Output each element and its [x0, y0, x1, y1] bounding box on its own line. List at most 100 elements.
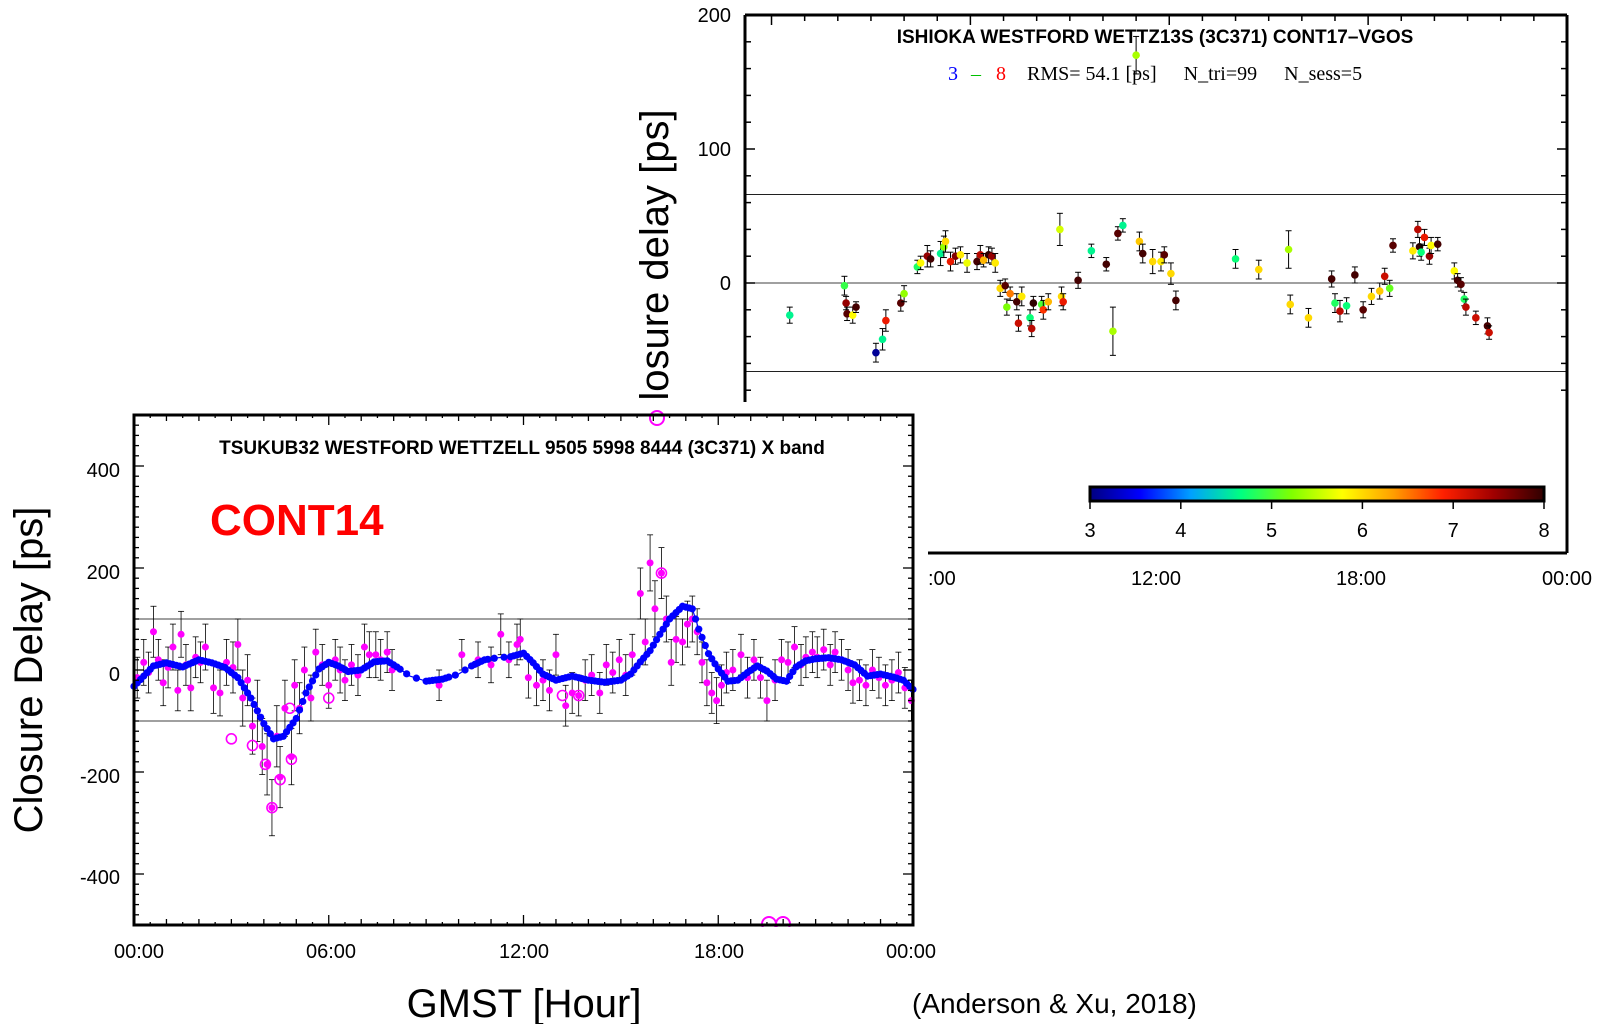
vgos-point	[1284, 245, 1293, 254]
vgos-point	[1074, 276, 1082, 285]
c14-point	[737, 651, 745, 659]
vgos-ytick-0: 0	[720, 273, 731, 295]
c14-outlier	[655, 567, 668, 579]
vgos-point	[946, 257, 955, 266]
c14-model-dot	[484, 655, 492, 663]
vgos-point	[1029, 299, 1038, 307]
vgos-legend-dash: –	[970, 63, 982, 85]
c14-point	[729, 666, 737, 674]
c14-model-dot	[698, 633, 706, 641]
vgos-point	[956, 251, 965, 259]
c14-xtick-3: 18:00	[694, 941, 744, 963]
c14-point	[784, 658, 792, 666]
vgos-point	[1119, 221, 1127, 230]
cont14-series-label: CONT14	[210, 496, 384, 545]
c14-point	[248, 722, 256, 730]
vgos-point	[1414, 225, 1422, 234]
c14-point	[698, 658, 706, 666]
c14-point	[487, 661, 495, 669]
vgos-point	[1003, 303, 1011, 311]
vgos-point	[979, 256, 988, 265]
vgos-nsess: N_sess=5	[1284, 63, 1362, 85]
c14-outlier	[225, 733, 238, 745]
c14-point	[258, 743, 266, 750]
vgos-point	[852, 303, 860, 311]
vgos-title: ISHIOKA WESTFORD WETTZ13S (3C371) CONT17…	[897, 27, 1414, 48]
c14-model-dot	[656, 630, 664, 638]
c14-model-dot	[652, 636, 661, 644]
c14-ytick-400: 400	[87, 460, 120, 482]
c14-ytick-0: 0	[109, 664, 120, 686]
vgos-point	[878, 335, 887, 344]
c14-point	[300, 666, 308, 674]
bottom-cover	[760, 927, 800, 937]
c14-point	[657, 569, 665, 577]
c14-point	[849, 679, 857, 687]
c14-model-dot	[711, 660, 719, 668]
c14-point	[497, 630, 505, 638]
c14-point	[651, 605, 659, 613]
c14-point	[169, 643, 177, 651]
c14-outlier	[274, 773, 286, 786]
c14-point	[844, 666, 852, 674]
vgos-point	[1132, 51, 1140, 59]
vgos-point	[1450, 267, 1459, 275]
c14-model-dot	[308, 677, 317, 685]
vgos-point	[1375, 287, 1384, 295]
colorbar-tick-label: 8	[1538, 520, 1549, 542]
citation: (Anderson & Xu, 2018)	[912, 988, 1197, 1019]
c14-outlier	[556, 689, 569, 702]
vgos-point	[900, 289, 908, 298]
c14-model-dot	[704, 650, 713, 658]
c14-point	[646, 559, 654, 567]
vgos-point	[926, 255, 935, 263]
c14-point	[177, 630, 185, 638]
vgos-point	[1457, 280, 1465, 289]
c14-model-dot	[500, 653, 508, 661]
vgos-point	[1017, 292, 1026, 301]
c14-point	[524, 674, 532, 682]
c14-point	[672, 635, 680, 643]
vgos-ytick-100: 100	[698, 139, 731, 161]
c14-point	[159, 679, 167, 687]
vgos-point	[1351, 271, 1359, 279]
c14-model-dot	[659, 625, 667, 633]
c14-point	[552, 651, 560, 659]
c14-model-dot	[412, 674, 420, 682]
c14-point	[263, 760, 271, 768]
vgos-point	[896, 299, 905, 307]
c14-point	[239, 694, 247, 702]
vgos-point	[988, 252, 996, 260]
colorbar-tick-label: 3	[1084, 520, 1095, 542]
cont14-panel-background	[0, 402, 928, 1024]
c14-model-dot	[247, 694, 255, 702]
c14-outlier	[285, 753, 298, 766]
c14-outlier	[572, 689, 585, 702]
colorbar-tick-label: 7	[1448, 520, 1459, 542]
c14-point	[210, 684, 218, 692]
vgos-chart: 200 100 0 losure delay [ps] ISHIOKA WEST…	[633, 5, 1592, 590]
vgos-point	[991, 259, 1000, 267]
colorbar-tick-label: 6	[1357, 520, 1368, 542]
c14-xtick-2: 12:00	[499, 941, 549, 963]
c14-point	[244, 676, 252, 684]
c14-outlier	[283, 702, 296, 715]
c14-model-dot	[461, 666, 469, 674]
clipped-outlier-marker	[649, 410, 665, 426]
c14-outlier	[259, 758, 272, 771]
vgos-point	[1167, 269, 1175, 278]
cont14-ylabel: Closure Delay [ps]	[7, 507, 51, 834]
c14-model-dot	[299, 697, 307, 706]
vgos-point	[1157, 257, 1165, 266]
c14-model-dot	[240, 684, 248, 692]
c14-model-dot	[701, 641, 709, 650]
c14-point	[268, 804, 276, 812]
c14-model-dot	[396, 665, 404, 673]
c14-point	[588, 671, 596, 679]
vgos-point	[1286, 300, 1295, 309]
c14-point	[575, 692, 583, 699]
vgos-point	[1409, 247, 1417, 255]
c14-xtick-1: 06:00	[306, 941, 356, 963]
vgos-point	[1109, 327, 1117, 336]
c14-model-dot	[292, 714, 300, 723]
